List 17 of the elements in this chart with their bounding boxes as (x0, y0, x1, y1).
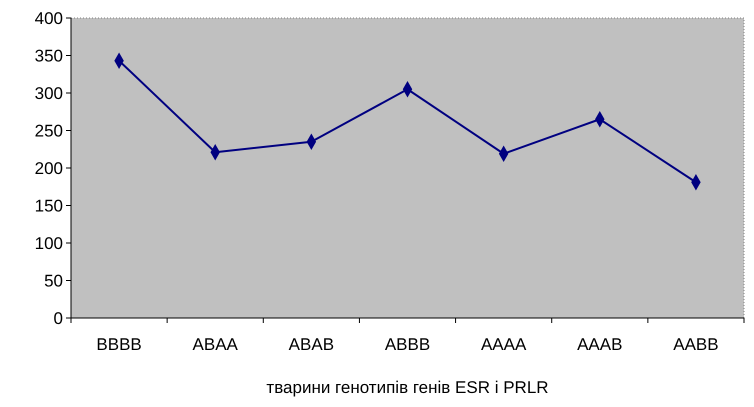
y-tick-label: 300 (34, 84, 63, 103)
x-tick-label: ABBB (384, 335, 430, 354)
x-axis-title: тварини генотипів генів ESR і PRLR (266, 378, 549, 397)
x-tick-label: AAAB (577, 335, 622, 354)
y-tick-label: 400 (34, 8, 63, 28)
x-tick-label: BBBB (96, 335, 142, 354)
y-tick-label: 150 (34, 196, 63, 216)
y-tick-label: 200 (34, 158, 63, 178)
x-tick-label: AAAA (480, 335, 527, 354)
y-tick-label: 250 (34, 121, 63, 140)
x-tick-label: ABAB (288, 335, 334, 354)
y-tick-label: 0 (54, 308, 63, 328)
x-tick-label: ABAA (192, 335, 239, 354)
x-tick-label: AABB (673, 335, 719, 354)
y-tick-label: 350 (34, 46, 63, 66)
y-tick-label: 100 (34, 234, 63, 253)
y-tick-label: 50 (44, 271, 63, 290)
